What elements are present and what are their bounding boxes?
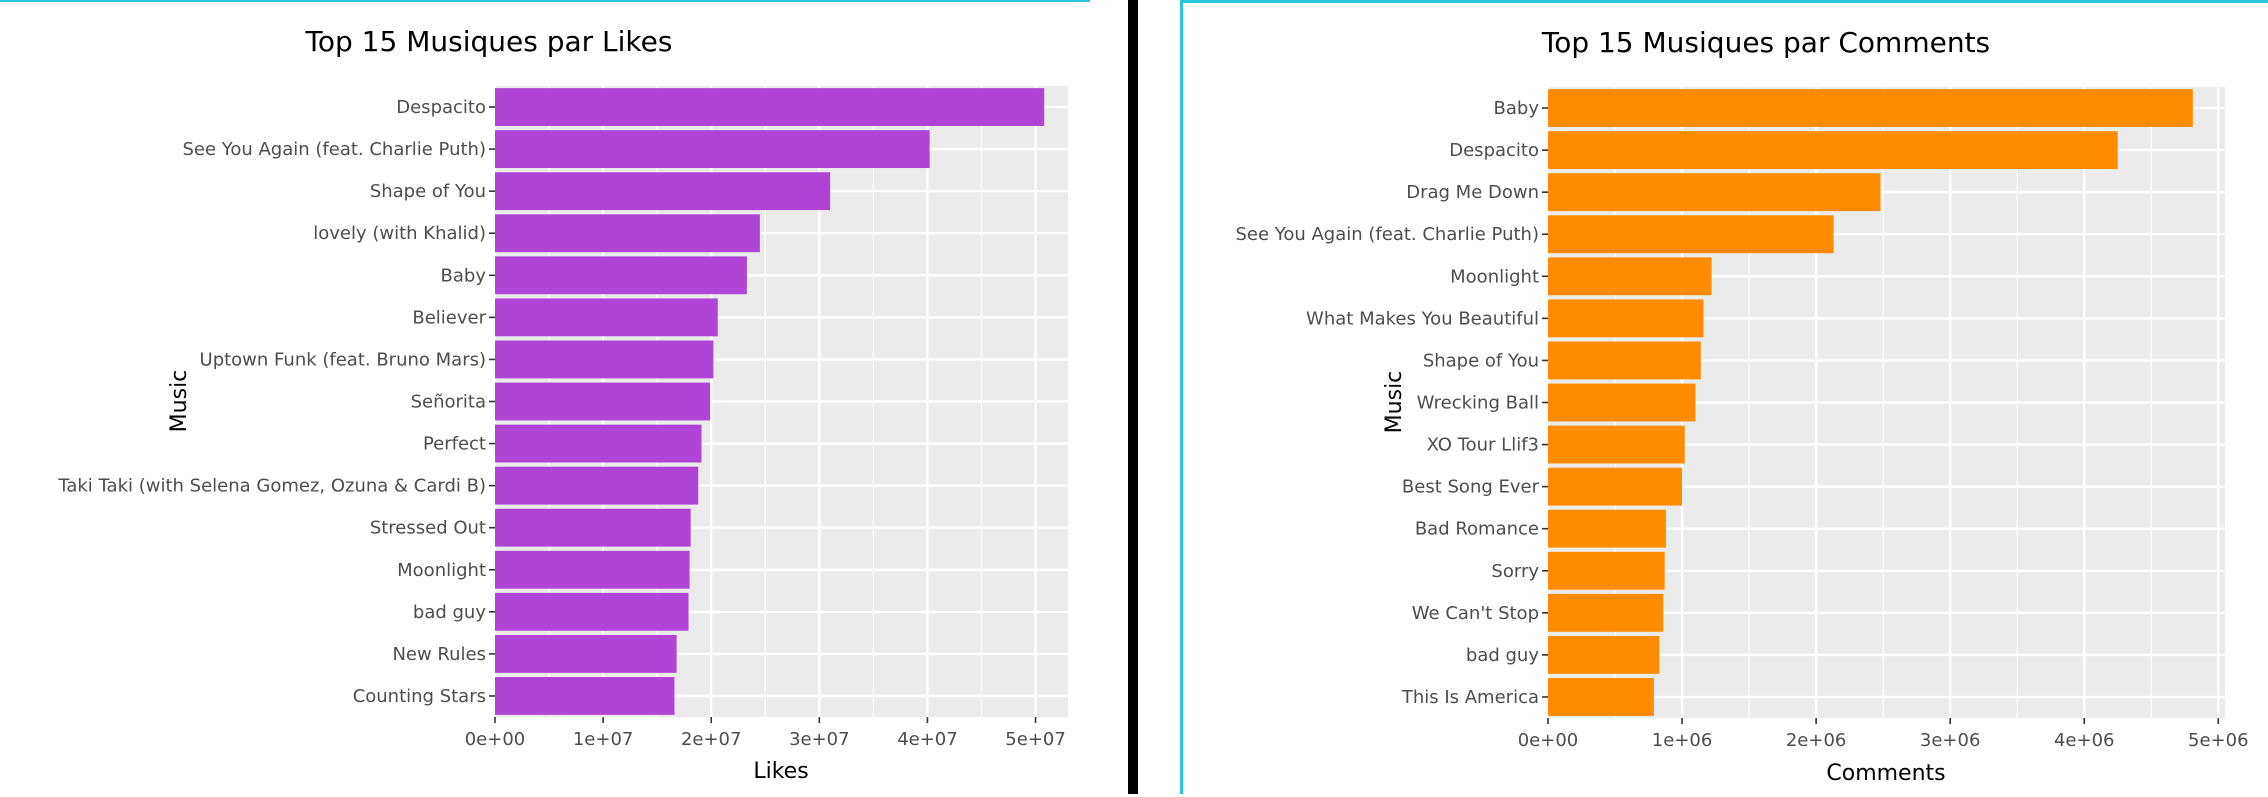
y-tick-label: Believer [412,307,486,328]
bar [495,550,690,589]
y-tick-label: Best Song Ever [1402,477,1540,498]
bar [495,214,760,253]
bar [1548,593,1664,632]
bar [1548,467,1683,506]
y-tick-label: Baby [441,265,487,286]
x-tick-label: 1e+06 [1652,730,1713,751]
chart-title: Top 15 Musiques par Likes [305,25,673,58]
bar [1548,383,1696,422]
bar [1548,425,1685,464]
bar [1548,341,1701,380]
bar [1548,509,1666,548]
plot-area: Despacito See You Again (feat. Charlie Pu… [57,86,1068,750]
x-tick-label: 0e+00 [1518,730,1579,751]
y-tick-label: Perfect [423,434,486,455]
x-tick-label: 4e+07 [897,729,958,750]
y-tick-label: Baby [1494,98,1540,119]
y-tick-label: See You Again (feat. Charlie Puth) [182,139,486,160]
bar [495,592,689,631]
x-tick-label: 5e+07 [1005,729,1066,750]
y-tick-label: See You Again (feat. Charlie Puth) [1235,224,1539,245]
y-tick-label: Uptown Funk (feat. Bruno Mars) [200,349,486,370]
bar [495,340,714,379]
bar [495,256,747,295]
x-tick-label: 3e+07 [789,729,850,750]
likes-bar-chart: Despacito See You Again (feat. Charlie Pu… [57,25,1068,784]
bar [495,634,677,673]
bar [495,382,711,421]
panel-divider [1128,0,1138,794]
y-tick-label: XO Tour Llif3 [1427,435,1539,456]
x-axis-title: Comments [1826,761,1945,786]
x-tick-label: 2e+07 [681,729,742,750]
y-tick-label: Despacito [396,97,486,118]
bar [1548,678,1654,716]
y-tick-label: bad guy [413,602,486,623]
bar [495,466,699,505]
x-tick-label: 5e+06 [2188,730,2249,751]
bar [495,172,831,211]
bar [1548,89,2193,127]
likes-chart-panel: Despacito See You Again (feat. Charlie Pu… [0,0,1090,794]
y-tick-label: Sorry [1491,561,1539,582]
y-tick-label: We Can't Stop [1412,603,1539,624]
bar [495,130,930,169]
bar [495,677,675,715]
x-axis-title: Likes [753,759,808,784]
y-tick-label: Shape of You [370,181,486,202]
comments-bar-chart: Baby Despacito Drag Me Down See You Again (… [1235,26,2249,786]
x-tick-label: 2e+06 [1786,730,1847,751]
bar [1548,635,1660,674]
y-tick-label: Moonlight [397,560,486,581]
bar [1548,551,1665,590]
y-tick-label: Bad Romance [1415,519,1539,540]
y-tick-label: Shape of You [1423,350,1539,371]
y-tick-label: This Is America [1401,687,1539,708]
y-axis-title: Music [1382,371,1407,434]
bar [495,424,702,463]
bar [1548,299,1704,338]
bar [1548,131,2118,170]
y-tick-label: Moonlight [1450,266,1539,287]
bar [1548,215,1834,254]
y-tick-label: Despacito [1449,140,1539,161]
bar [495,298,718,337]
y-tick-label: bad guy [1466,645,1539,666]
plot-area: Baby Despacito Drag Me Down See You Again (… [1235,87,2249,751]
y-tick-label: lovely (with Khalid) [313,223,486,244]
bar [495,88,1045,126]
y-tick-label: New Rules [392,644,486,665]
bar [1548,257,1712,296]
x-tick-label: 1e+07 [573,729,634,750]
x-tick-label: 4e+06 [2054,730,2115,751]
bar [1548,173,1881,212]
x-tick-label: 0e+00 [465,729,526,750]
y-tick-label: Drag Me Down [1406,182,1539,203]
x-tick-label: 3e+06 [1920,730,1981,751]
comments-chart-panel: Baby Despacito Drag Me Down See You Again (… [1180,0,2268,794]
y-tick-label: Taki Taki (with Selena Gomez, Ozuna & Ca… [57,476,486,497]
bar [495,508,691,547]
y-tick-label: Wrecking Ball [1417,393,1539,414]
y-tick-label: Counting Stars [353,686,486,707]
y-tick-label: What Makes You Beautiful [1306,308,1539,329]
chart-title: Top 15 Musiques par Comments [1541,26,1990,59]
y-tick-label: Señorita [411,392,486,413]
y-tick-label: Stressed Out [370,518,486,539]
y-axis-title: Music [167,370,192,433]
